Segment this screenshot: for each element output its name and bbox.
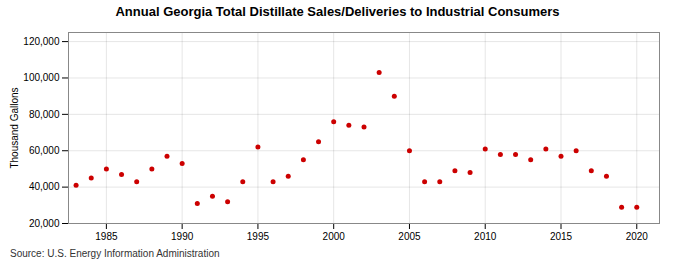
svg-text:2020: 2020 — [626, 231, 649, 242]
svg-text:1985: 1985 — [95, 231, 118, 242]
svg-text:Thousand Gallons: Thousand Gallons — [9, 87, 20, 168]
svg-text:40,000: 40,000 — [29, 181, 60, 192]
svg-text:100,000: 100,000 — [23, 72, 60, 83]
svg-text:2010: 2010 — [474, 231, 497, 242]
svg-text:1995: 1995 — [247, 231, 270, 242]
html-text:Source: U.S. Energy Informatio: Source: U.S. Energy Information Administ… — [10, 248, 220, 259]
svg-text:2015: 2015 — [550, 231, 573, 242]
svg-text:120,000: 120,000 — [23, 36, 60, 47]
svg-text:2005: 2005 — [398, 231, 421, 242]
svg-text:20,000: 20,000 — [29, 218, 60, 229]
html-text:Annual Georgia Total Distillat: Annual Georgia Total Distillate Sales/De… — [115, 4, 560, 19]
svg-text:80,000: 80,000 — [29, 109, 60, 120]
svg-text:60,000: 60,000 — [29, 145, 60, 156]
svg-text:1990: 1990 — [171, 231, 194, 242]
svg-text:2000: 2000 — [323, 231, 346, 242]
